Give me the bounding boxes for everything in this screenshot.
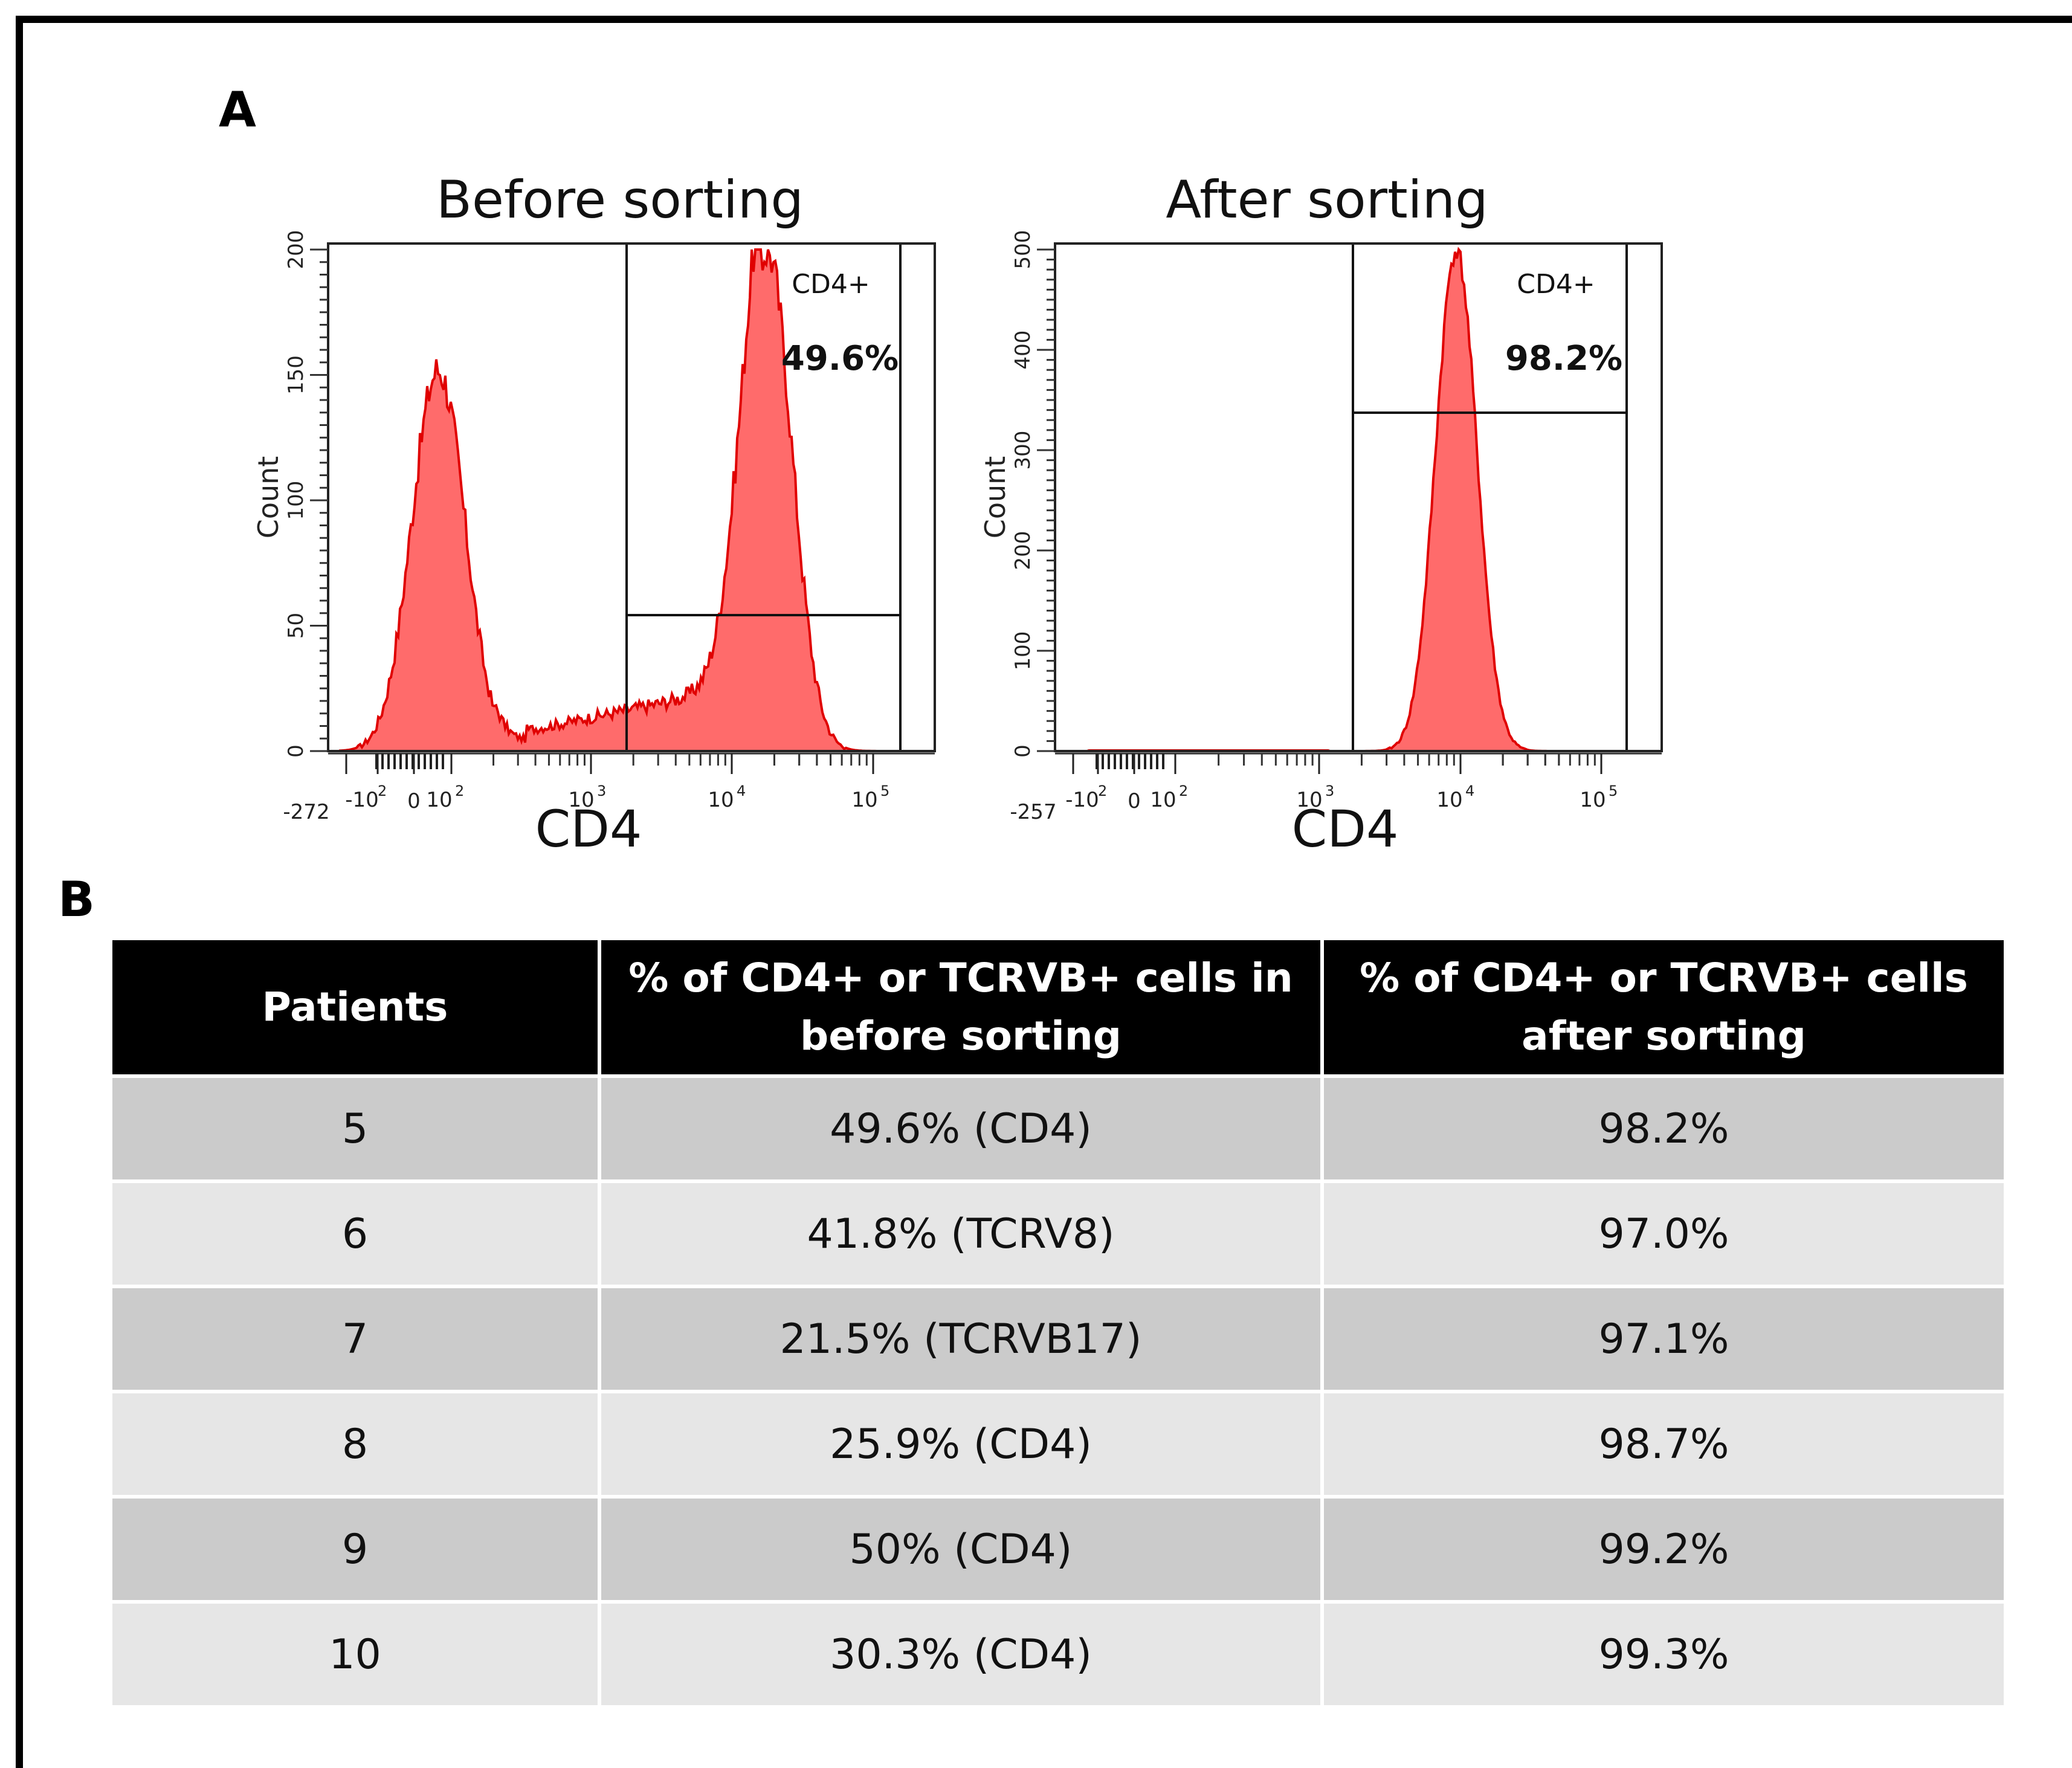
gate-percentage: 49.6% [781, 339, 899, 378]
plot-frame [327, 242, 936, 752]
cell-patient: 6 [112, 1181, 601, 1288]
histogram-area [339, 248, 929, 752]
table-row: 8 25.9% (CD4) 98.7% [112, 1392, 2004, 1499]
cell-patient: 10 [112, 1602, 601, 1709]
x-axis-label: CD4 [535, 799, 642, 859]
figure-frame [16, 16, 2072, 1768]
y-tick-label: 100 [1011, 631, 1035, 671]
cell-after: 99.2% [1322, 1497, 2004, 1604]
table-row: 9 50% (CD4) 99.2% [112, 1497, 2004, 1604]
gate-layer: CD4+ 49.6% [625, 244, 902, 751]
x-tick-exponent: 3 [597, 782, 606, 799]
x-tick-label: 0 [407, 789, 421, 813]
gate-percentage: 98.2% [1505, 339, 1622, 378]
x-tick-label: 10 [1580, 788, 1606, 812]
y-axis-label: Count [252, 456, 285, 539]
chart-title: After sorting [1166, 170, 1488, 230]
cell-before: 21.5% (TCRVB17) [599, 1286, 1324, 1393]
x-tick-label: 10 [1436, 788, 1462, 812]
header-patients: Patients [112, 940, 601, 1078]
y-tick-label: 500 [1011, 230, 1035, 269]
y-tick-label: 0 [284, 744, 308, 758]
x-tick-label: 0 [1128, 789, 1141, 813]
x-tick-label: 10 [851, 788, 877, 812]
panel-b-label: B [58, 871, 95, 928]
panel-a-label: A [219, 82, 256, 138]
table-row: 7 21.5% (TCRVB17) 97.1% [112, 1286, 2004, 1393]
x-axis-label: CD4 [1292, 799, 1399, 859]
cell-patient: 7 [112, 1286, 601, 1393]
x-axis-before-sorting: -272 -102 0 10 2 10 3 10 4 10 5 CD4 [283, 752, 935, 859]
table-row: 6 41.8% (TCRV8) 97.0% [112, 1181, 2004, 1288]
header-after-sorting: % of CD4+ or TCRVB+ cells after sorting [1322, 940, 2004, 1078]
histogram-after-sorting: After sorting CD4+ 98.2% 0 100 200 300 400 500… [979, 170, 1663, 758]
y-tick-label: 100 [284, 481, 308, 520]
plot-frame [1054, 242, 1663, 752]
cell-patient: 5 [112, 1076, 601, 1183]
y-tick-label: 200 [1011, 531, 1035, 570]
x-axis-after-sorting: -257 -102 0 10 2 10 3 10 4 10 5 CD4 [1010, 752, 1662, 859]
x-axis: -257 -102 0 10 2 10 3 10 4 10 5 [1010, 752, 1662, 824]
x-tick-exponent: 5 [880, 782, 889, 799]
x-tick-exponent: 2 [455, 782, 464, 799]
sorting-results-table: Patients % of CD4+ or TCRVB+ cells in be… [112, 940, 2004, 1709]
y-tick-label: 200 [284, 230, 308, 269]
x-tick-label: 10 [708, 788, 734, 812]
y-tick-label: 50 [284, 613, 308, 639]
cell-after: 97.1% [1322, 1286, 2004, 1393]
cell-after: 98.2% [1322, 1076, 2004, 1183]
cell-patient: 8 [112, 1392, 601, 1499]
x-tick-exponent: 3 [1325, 782, 1334, 799]
x-tick-label: 10 [426, 788, 452, 812]
table-body: 5 49.6% (CD4) 98.2% 6 41.8% (TCRV8) 97.0… [112, 1076, 2004, 1709]
histogram-before-sorting: Before sorting CD4+ 49.6% 0 50 100 150 200 Co… [252, 170, 936, 758]
y-tick-label: 150 [284, 355, 308, 395]
x-tick-exponent: 4 [1465, 782, 1474, 799]
x-tick-label: -10 [1065, 788, 1099, 812]
cell-before: 49.6% (CD4) [599, 1076, 1324, 1183]
x-tick-exponent: 4 [737, 782, 746, 799]
table-header: Patients % of CD4+ or TCRVB+ cells in be… [112, 940, 2004, 1078]
table-row: 10 30.3% (CD4) 99.3% [112, 1602, 2004, 1709]
y-axis: 0 100 200 300 400 500 [1011, 230, 1055, 758]
x-tick-exponent: 5 [1609, 782, 1618, 799]
cell-after: 97.0% [1322, 1181, 2004, 1288]
area-layer [339, 248, 929, 752]
cell-after: 99.3% [1322, 1602, 2004, 1709]
x-axis: -272 -102 0 10 2 10 3 10 4 10 5 [283, 752, 935, 824]
y-tick-label: 0 [1011, 744, 1035, 758]
x-tick-label: -10 [345, 788, 379, 812]
gate-layer: CD4+ 98.2% [1352, 244, 1628, 751]
y-tick-label: 300 [1011, 431, 1035, 470]
y-tick-label: 400 [1011, 331, 1035, 370]
y-axis: 0 50 100 150 200 [284, 230, 328, 758]
header-before-sorting: % of CD4+ or TCRVB+ cells in before sort… [599, 940, 1324, 1078]
x-tick-exponent: 2 [1179, 782, 1188, 799]
x-tick-exponent: 2 [378, 782, 387, 799]
header-row: Patients % of CD4+ or TCRVB+ cells in be… [112, 940, 2004, 1078]
x-tick-label: -257 [1010, 800, 1056, 824]
cell-before: 30.3% (CD4) [599, 1602, 1324, 1709]
chart-title: Before sorting [436, 170, 804, 230]
table-row: 5 49.6% (CD4) 98.2% [112, 1076, 2004, 1183]
cell-before: 50% (CD4) [599, 1497, 1324, 1604]
y-axis-label: Count [979, 456, 1012, 539]
cell-patient: 9 [112, 1497, 601, 1604]
cell-after: 98.7% [1322, 1392, 2004, 1499]
x-tick-label: 10 [1296, 788, 1322, 812]
x-tick-label: 10 [1150, 788, 1176, 812]
histogram-area [1067, 247, 1656, 752]
cell-before: 25.9% (CD4) [599, 1392, 1324, 1499]
x-tick-exponent: 2 [1098, 782, 1107, 799]
gate-label: CD4+ [792, 269, 870, 300]
x-tick-label: -272 [283, 800, 329, 824]
cell-before: 41.8% (TCRV8) [599, 1181, 1324, 1288]
gate-label: CD4+ [1517, 269, 1595, 300]
area-layer [1067, 247, 1656, 752]
x-tick-label: 10 [568, 788, 594, 812]
